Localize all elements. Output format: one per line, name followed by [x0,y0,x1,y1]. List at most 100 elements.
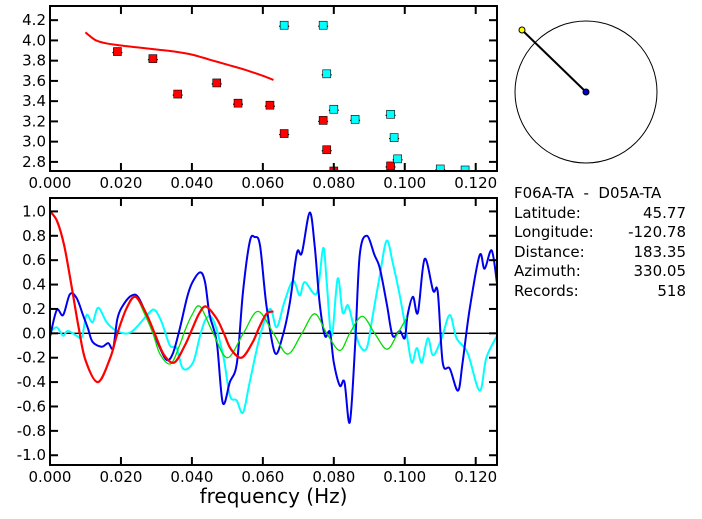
x-tick-label: 0.120 [454,468,497,486]
info-label: Distance: [514,242,585,261]
station-info-panel: F06A-TA - D05A-TA Latitude: 45.77 Longitude… [514,184,700,301]
info-label: Azimuth: [514,262,581,280]
data-point-red-points [172,89,183,99]
data-point-cyan-points [279,20,290,30]
x-tick-label: 0.080 [312,468,355,486]
y-tick-label: 3.2 [22,112,46,130]
point-marker [318,20,328,30]
data-point-red-points [112,47,123,56]
x-tick-label: 0.060 [241,468,284,486]
data-point-red-points [385,161,396,171]
y-tick-label: 3.4 [22,92,46,110]
point-marker [322,145,332,155]
data-point-cyan-points [321,69,332,79]
azimuth-line [521,29,587,93]
y-tick-label: 0.8 [22,227,46,245]
y-tick-label: 0.6 [22,251,46,269]
info-label: Latitude: [514,203,581,222]
point-marker [322,69,332,79]
plot-area [84,20,471,171]
x-tick-label: 0.100 [383,174,426,192]
series-red [50,210,274,384]
plot-frame [49,197,498,466]
point-marker [435,164,445,171]
y-tick-label: -0.2 [17,349,46,367]
x-tick-label: 0.060 [241,174,284,192]
info-row-distance: Distance: 183.35 [514,243,700,263]
y-tick-label: -1.0 [17,446,46,464]
y-tick-label: 0.0 [22,324,46,342]
coherence-plot: 0.000 0.020 0.040 0.060 0.080 0.100 0.120 1.0 0.… [17,197,498,508]
y-tick-label: -0.4 [17,373,46,391]
info-label: Longitude: [514,223,594,241]
x-tick-label: 0.020 [99,174,142,192]
data-point-cyan-points [460,165,471,171]
data-point-cyan-points [385,110,396,119]
y-tick-label: 0.2 [22,300,46,318]
data-point-cyan-points [328,104,339,114]
data-point-red-points [233,98,244,108]
info-row-longitude: Longitude: -120.78 [514,223,700,243]
y-tick-label: 0.4 [22,276,46,294]
point-marker [265,100,275,110]
y-tick-label: -0.8 [17,422,46,440]
info-value: -120.78 [628,223,686,241]
x-tick-label: 0.000 [29,174,72,192]
data-point-cyan-points [435,164,446,171]
plot-frame [49,5,498,172]
x-tick-label: 0.080 [312,174,355,192]
info-value: 518 [657,281,686,300]
y-tick-label: -0.6 [17,397,46,415]
station-marker-outer [518,26,526,34]
azimuth-compass [514,20,658,164]
point-marker [113,47,122,56]
y-tick-label: 4.0 [22,31,46,49]
velocity-plot: 0.000 0.020 0.040 0.060 0.080 0.100 0.120 2.8 3.… [22,5,498,192]
y-tick-label: 4.2 [22,11,46,29]
point-marker [329,104,339,114]
station-marker-center [582,88,590,96]
x-tick-label: 0.100 [383,468,426,486]
info-value: 183.35 [633,242,687,261]
data-point-cyan-points [318,20,329,30]
series-cyan [50,239,497,415]
point-marker [393,154,402,164]
point-marker [460,165,470,171]
y-tick-label: 3.6 [22,72,46,90]
y-tick-label: 1.0 [22,202,46,220]
x-tick-label: 0.000 [29,468,72,486]
x-tick-label: 0.040 [170,174,213,192]
x-tick-label: 0.040 [170,468,213,486]
series-red-curve [84,31,274,81]
y-tick-label: 3.0 [22,133,46,151]
point-marker [173,89,183,99]
data-point-cyan-points [350,115,361,124]
point-marker [350,115,360,124]
info-row-latitude: Latitude: 45.77 [514,204,700,224]
point-marker [386,161,395,171]
point-marker [212,78,222,88]
point-marker [318,116,328,125]
point-marker [279,20,289,30]
data-point-red-points [211,78,222,88]
y-tick-label: 3.8 [22,52,46,70]
point-marker [148,54,158,63]
info-label: Records: [514,281,579,300]
point-marker [386,110,395,119]
station-pair-title: F06A-TA - D05A-TA [514,184,662,202]
plot-area [50,210,497,424]
data-point-cyan-points [389,133,400,142]
y-tick-label: 2.8 [22,153,46,171]
data-point-red-points [147,54,158,63]
info-value: 45.77 [643,203,686,222]
x-axis-label: frequency (Hz) [200,484,348,508]
data-point-red-points [321,145,332,155]
data-point-red-points [279,129,290,138]
x-tick-label: 0.020 [99,468,142,486]
info-row-azimuth: Azimuth: 330.05 [514,262,700,282]
point-marker [389,133,399,142]
info-value: 330.05 [633,262,687,280]
info-row-records: Records: 518 [514,282,700,302]
